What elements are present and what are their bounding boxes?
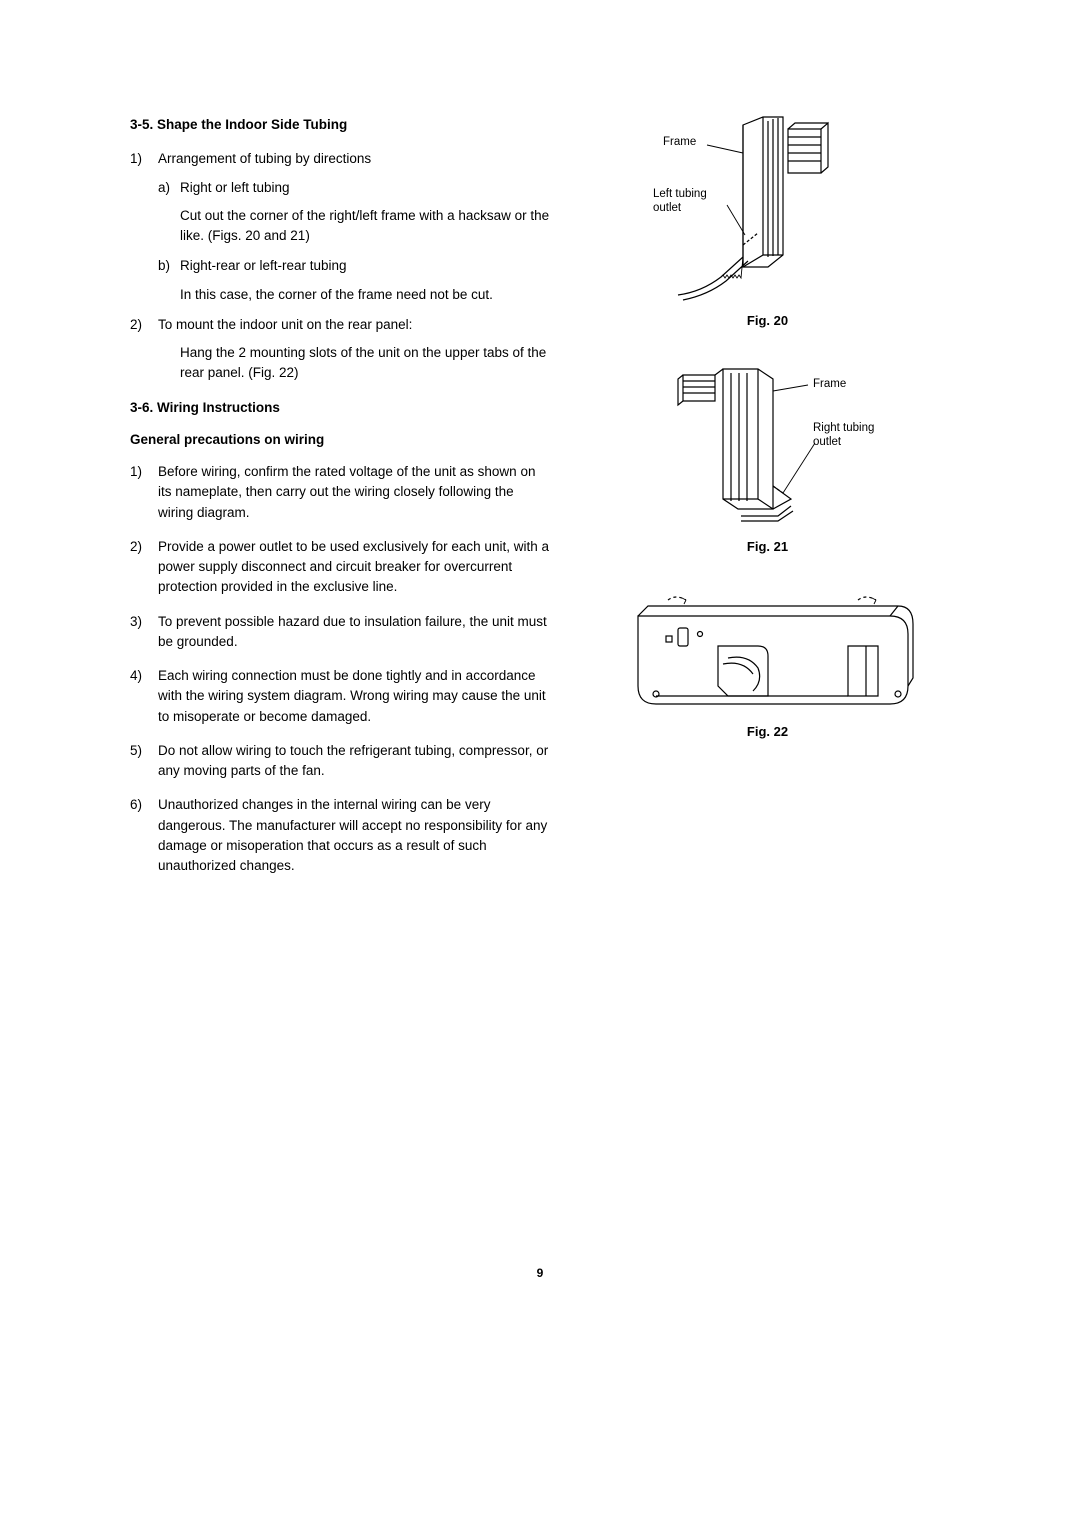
- section-3-6-subhead: General precautions on wiring: [130, 430, 550, 450]
- fig21-svg: Frame Right tubing outlet: [623, 361, 913, 531]
- item-1-sub: a) Right or left tubing Cut out the corn…: [158, 178, 550, 305]
- fig20-caption: Fig. 20: [590, 311, 945, 331]
- list-item: 3) To prevent possible hazard due to ins…: [130, 612, 550, 653]
- list-item: 6) Unauthorized changes in the internal …: [130, 795, 550, 876]
- list-item-text: Do not allow wiring to touch the refrige…: [158, 741, 550, 782]
- item-1: 1) Arrangement of tubing by directions: [130, 149, 550, 169]
- figure-20: Frame Left tubing outlet Fig. 20: [590, 115, 945, 331]
- fig22-svg: [608, 586, 928, 716]
- fig20-outlet-label2: outlet: [653, 202, 682, 214]
- section-3-6-heading: 3-6. Wiring Instructions: [130, 398, 550, 418]
- item-2: 2) To mount the indoor unit on the rear …: [130, 315, 550, 335]
- fig21-outlet-label1: Right tubing: [813, 422, 874, 434]
- item-2-para: Hang the 2 mounting slots of the unit on…: [180, 343, 550, 384]
- item-1b-para: In this case, the corner of the frame ne…: [180, 285, 550, 305]
- item-1a-para: Cut out the corner of the right/left fra…: [180, 206, 550, 247]
- list-item-num: 4): [130, 666, 158, 727]
- fig21-frame-label: Frame: [813, 378, 846, 390]
- item-1b-label: b): [158, 256, 180, 276]
- item-1a-text: Right or left tubing: [180, 178, 550, 198]
- fig20-svg: Frame Left tubing outlet: [623, 115, 913, 305]
- item-1-text: Arrangement of tubing by directions: [158, 149, 550, 169]
- list-item-text: Each wiring connection must be done tigh…: [158, 666, 550, 727]
- list-item-num: 1): [130, 462, 158, 523]
- list-item-text: Unauthorized changes in the internal wir…: [158, 795, 550, 876]
- left-column: 3-5. Shape the Indoor Side Tubing 1) Arr…: [130, 115, 550, 890]
- content-columns: 3-5. Shape the Indoor Side Tubing 1) Arr…: [130, 115, 960, 890]
- precautions-list: 1) Before wiring, confirm the rated volt…: [130, 462, 550, 876]
- item-1a-label: a): [158, 178, 180, 198]
- figure-21: Frame Right tubing outlet Fig. 21: [590, 361, 945, 557]
- list-item-num: 2): [130, 537, 158, 598]
- item-2-number: 2): [130, 315, 158, 335]
- fig20-frame-label: Frame: [663, 136, 696, 148]
- list-item: 5) Do not allow wiring to touch the refr…: [130, 741, 550, 782]
- right-column: Frame Left tubing outlet Fig. 20: [590, 115, 945, 890]
- item-1b-text: Right-rear or left-rear tubing: [180, 256, 550, 276]
- figure-22: Fig. 22: [590, 586, 945, 742]
- page: 3-5. Shape the Indoor Side Tubing 1) Arr…: [0, 0, 1080, 1528]
- page-number: 9: [0, 1264, 1080, 1282]
- fig21-outlet-label2: outlet: [813, 436, 842, 448]
- list-item-num: 3): [130, 612, 158, 653]
- list-item: 4) Each wiring connection must be done t…: [130, 666, 550, 727]
- list-item-num: 5): [130, 741, 158, 782]
- section-3-5-heading: 3-5. Shape the Indoor Side Tubing: [130, 115, 550, 135]
- item-1b: b) Right-rear or left-rear tubing: [158, 256, 550, 276]
- item-2-text: To mount the indoor unit on the rear pan…: [158, 315, 550, 335]
- list-item-text: To prevent possible hazard due to insula…: [158, 612, 550, 653]
- list-item-num: 6): [130, 795, 158, 876]
- list-item-text: Before wiring, confirm the rated voltage…: [158, 462, 550, 523]
- fig22-caption: Fig. 22: [590, 722, 945, 742]
- item-1a: a) Right or left tubing: [158, 178, 550, 198]
- fig21-caption: Fig. 21: [590, 537, 945, 557]
- list-item-text: Provide a power outlet to be used exclus…: [158, 537, 550, 598]
- item-1-number: 1): [130, 149, 158, 169]
- list-item: 1) Before wiring, confirm the rated volt…: [130, 462, 550, 523]
- list-item: 2) Provide a power outlet to be used exc…: [130, 537, 550, 598]
- fig20-outlet-label1: Left tubing: [653, 188, 707, 200]
